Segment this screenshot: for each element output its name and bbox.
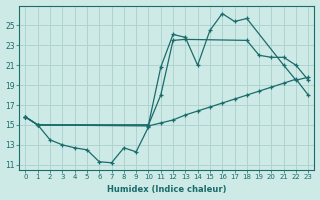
X-axis label: Humidex (Indice chaleur): Humidex (Indice chaleur) (107, 185, 227, 194)
